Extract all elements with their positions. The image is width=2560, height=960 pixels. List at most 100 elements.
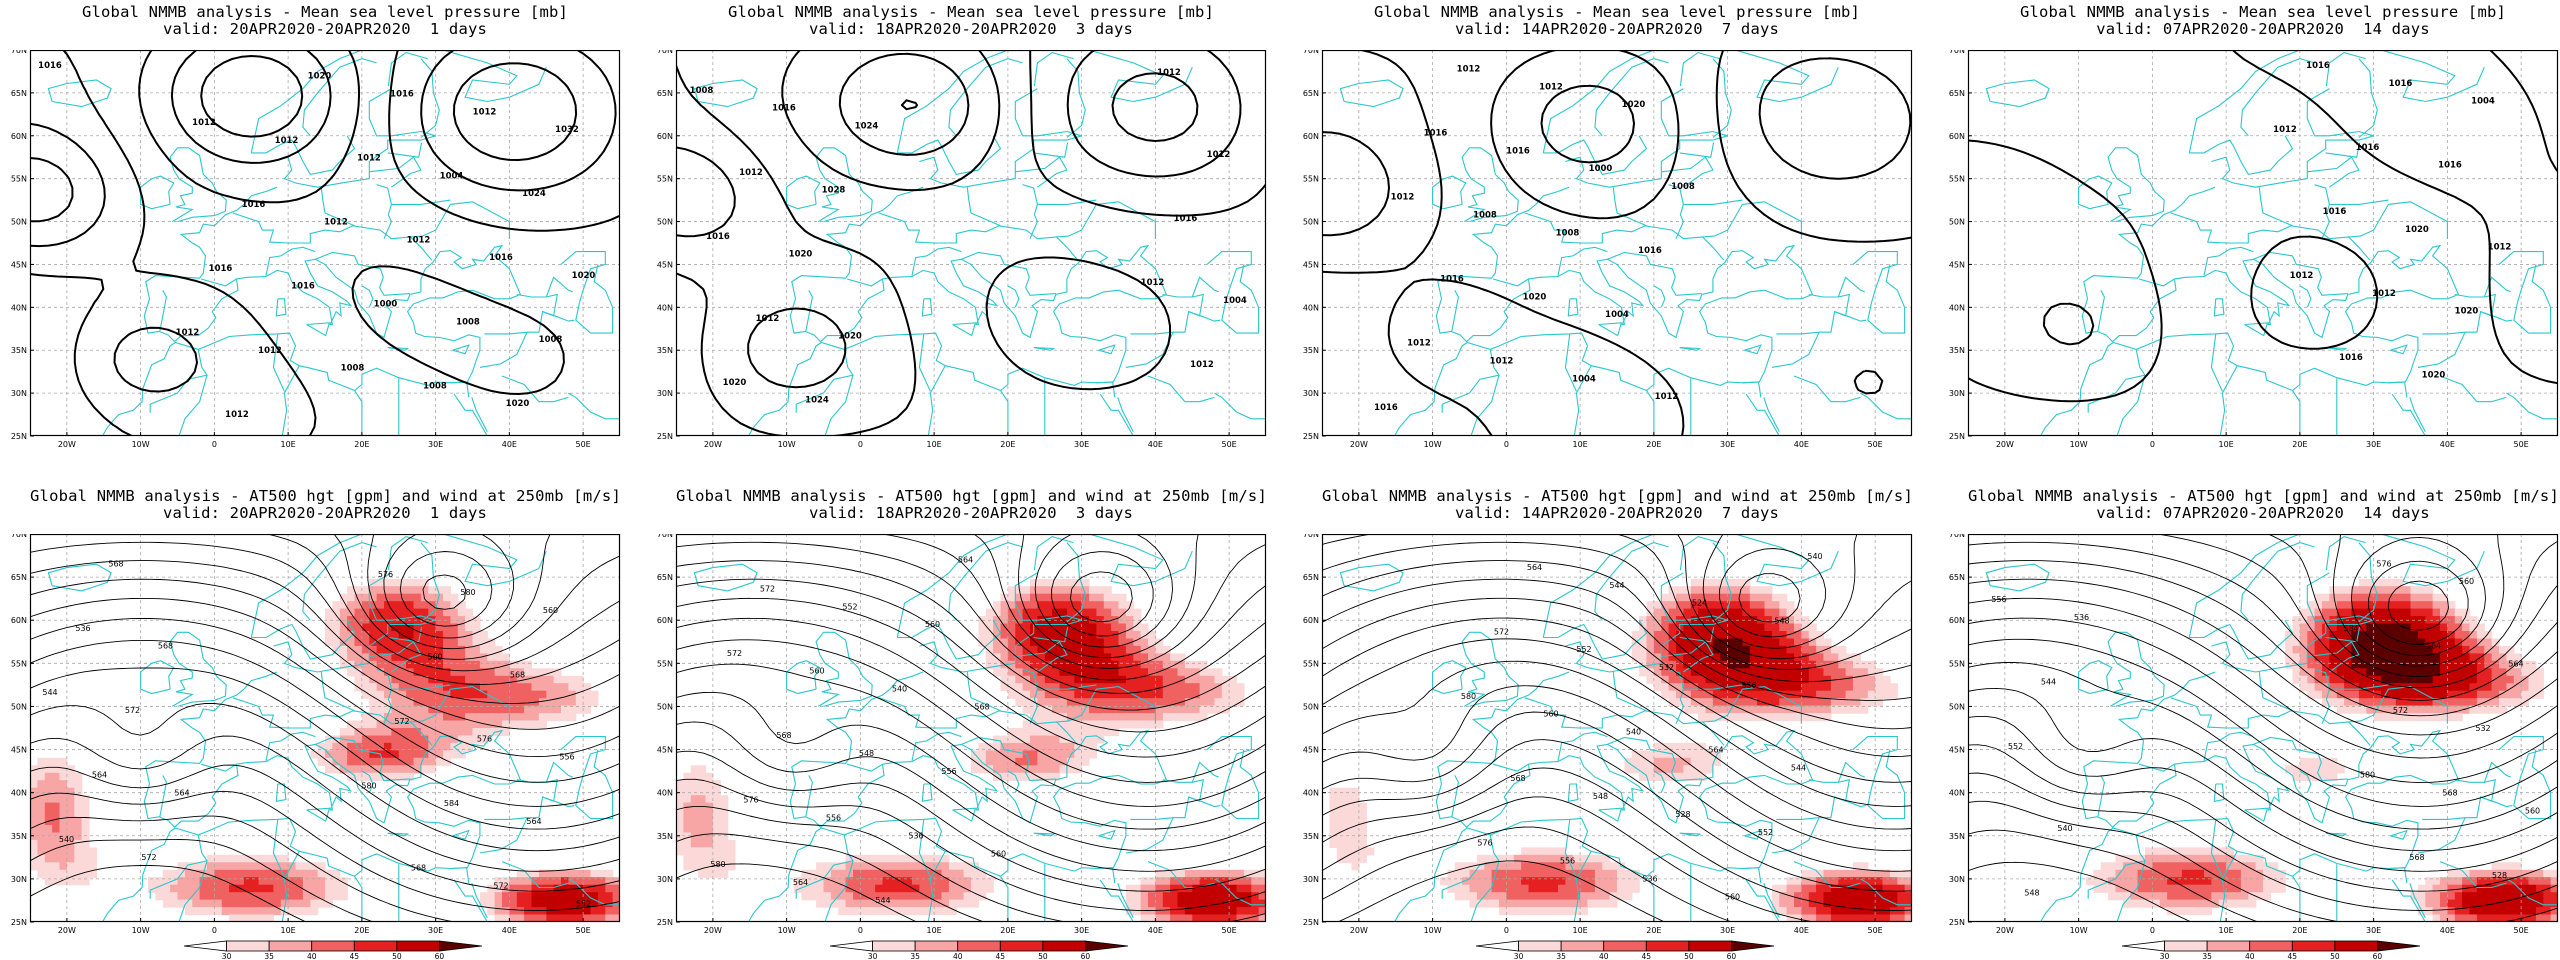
contour-label: 1020 (2405, 225, 2429, 235)
panel-title-line2: valid: 20APR2020-20APR2020 1 days (162, 504, 488, 522)
contour-label: 1016 (772, 104, 796, 114)
contour-label: 552 (1758, 828, 1773, 837)
lat-tick-label: 55N (1303, 175, 1319, 184)
contour-label: 1012 (1490, 356, 1514, 366)
lat-tick-label: 40N (657, 789, 673, 798)
lat-tick-label: 60N (1949, 616, 1965, 625)
lon-tick-label: 0 (858, 440, 863, 449)
lat-tick-label: 35N (1949, 832, 1965, 841)
lat-tick-label: 65N (11, 573, 27, 582)
contour-label: 564 (174, 788, 189, 797)
contour-label: 540 (1626, 728, 1641, 737)
lat-tick-label: 40N (11, 789, 27, 798)
contour-label: 560 (1543, 710, 1558, 719)
contour-label: 1012 (1207, 150, 1231, 160)
colorbar-tick-label: 60 (1727, 952, 1737, 960)
map-panel: 1008 1012 1016 1020 1004 1000 1004 1008 1012 1020… (1303, 50, 1913, 449)
contour-label: 1012 (407, 235, 431, 245)
contour-label: 544 (42, 688, 57, 697)
contour-label: 1012 (1457, 65, 1481, 75)
contour-label: 1016 (489, 253, 513, 263)
contour-label: 1012 (1539, 82, 1563, 92)
lon-tick-label: 40E (502, 440, 517, 449)
lat-tick-label: 45N (1949, 746, 1965, 755)
lon-tick-label: 30E (428, 440, 443, 449)
contour-label: 568 (1510, 774, 1525, 783)
contour-label: 1012 (324, 218, 348, 228)
contour-label: 540 (1807, 552, 1822, 561)
contour-labels: 564 568 572 572 568 564 536 540 544 552 556 560 564 5… (42, 559, 591, 908)
lon-tick-label: 50E (576, 440, 591, 449)
axis-labels: 70N 65N 60N 55N 50N 45N 40N 35N 30N 25N 20W 10W 0 10E… (1949, 50, 2529, 449)
lon-tick-label: 40E (1794, 926, 1809, 935)
lat-tick-label: 30N (1949, 389, 1965, 398)
contour-label: 1016 (2323, 207, 2347, 217)
contour-label: 568 (510, 670, 525, 679)
panel-title-line1: Global NMMB analysis - Mean sea level pr… (81, 3, 569, 21)
contour-label: 556 (1991, 595, 2006, 604)
contour-label: 532 (1659, 663, 1674, 672)
contour-label: 1004 (440, 171, 464, 181)
lon-tick-label: 20E (2292, 926, 2307, 935)
contour-label: 560 (2459, 577, 2474, 586)
contour-label: 568 (776, 731, 791, 740)
contour-labels: 1012 1004 1020 1016 1020 1020 1016 1012 1016 1016… (2273, 61, 2511, 381)
lon-tick-label: 0 (858, 926, 863, 935)
colorbar-tick-label: 45 (350, 952, 360, 960)
lat-tick-label: 60N (1303, 132, 1319, 141)
map-panel: 536 540 544 548 552 556 560 564 528 532 560 568 564 5… (1949, 534, 2559, 935)
lon-tick-label: 10E (281, 440, 296, 449)
coastlines (1339, 534, 1912, 922)
map-frame (675, 534, 1267, 923)
colorbar-tick-label: 45 (1642, 952, 1652, 960)
map-panel: 1016 1020 1032 1008 1024 1020 1016 1012 1008 1004… (11, 50, 621, 449)
lat-tick-label: 50N (1949, 218, 1965, 227)
contour-label: 572 (141, 853, 156, 862)
contours (30, 50, 620, 436)
axis-labels: 70N 65N 60N 55N 50N 45N 40N 35N 30N 25N 20W 10W 0 10E… (1949, 534, 2529, 935)
contour-label: 1016 (291, 282, 315, 292)
lat-tick-label: 55N (1949, 659, 1965, 668)
contour-label: 1016 (38, 61, 62, 71)
contour-label: 544 (2041, 677, 2056, 686)
map-frame (675, 50, 1267, 437)
lat-tick-label: 60N (11, 616, 27, 625)
contour-label: 536 (2074, 613, 2089, 622)
lon-tick-label: 30E (2366, 926, 2381, 935)
lat-tick-label: 45N (657, 746, 673, 755)
contour-label: 1020 (2455, 307, 2479, 317)
contour-label: 556 (1560, 856, 1575, 865)
lat-tick-label: 25N (1303, 432, 1319, 441)
panel-title-line1: Global NMMB analysis - Mean sea level pr… (1373, 3, 1861, 21)
contour-label: 1012 (1157, 68, 1181, 78)
lon-tick-label: 10W (1424, 440, 1442, 449)
contour-label: 568 (2409, 853, 2424, 862)
lat-tick-label: 70N (657, 50, 673, 55)
lon-tick-label: 30E (1720, 440, 1735, 449)
lat-tick-label: 70N (657, 534, 673, 539)
lat-tick-label: 50N (1949, 702, 1965, 711)
axis-labels: 70N 65N 60N 55N 50N 45N 40N 35N 30N 25N 20W 10W 0 10E… (1303, 534, 1883, 935)
contour-label: 1016 (2438, 161, 2462, 171)
lon-tick-label: 10E (1573, 926, 1588, 935)
panel-title-line1: Global NMMB analysis - AT500 hgt [gpm] a… (30, 487, 621, 505)
contour-label: 572 (760, 584, 775, 593)
lon-tick-label: 10E (927, 440, 942, 449)
lat-tick-label: 70N (1949, 534, 1965, 539)
lat-tick-label: 65N (1949, 573, 1965, 582)
lat-tick-label: 65N (11, 89, 27, 98)
contour-label: 1012 (357, 154, 381, 164)
contour-label: 1008 (1473, 211, 1497, 221)
coastlines (1985, 534, 2558, 922)
contour-label: 576 (477, 735, 492, 744)
coastlines (693, 534, 1266, 922)
colorbar: 30 35 40 45 50 60 (1475, 940, 1775, 960)
lon-tick-label: 0 (2150, 926, 2155, 935)
contour-labels: 536 540 544 548 552 556 560 564 528 532 560 568 564 5… (1991, 559, 2540, 897)
colorbar: 30 35 40 45 50 60 (829, 940, 1129, 960)
lat-tick-label: 60N (11, 132, 27, 141)
contour-label: 1012 (1655, 392, 1679, 402)
contour-label: 572 (727, 649, 742, 658)
contour-label: 1008 (456, 317, 480, 327)
contour-label: 1020 (2422, 371, 2446, 381)
